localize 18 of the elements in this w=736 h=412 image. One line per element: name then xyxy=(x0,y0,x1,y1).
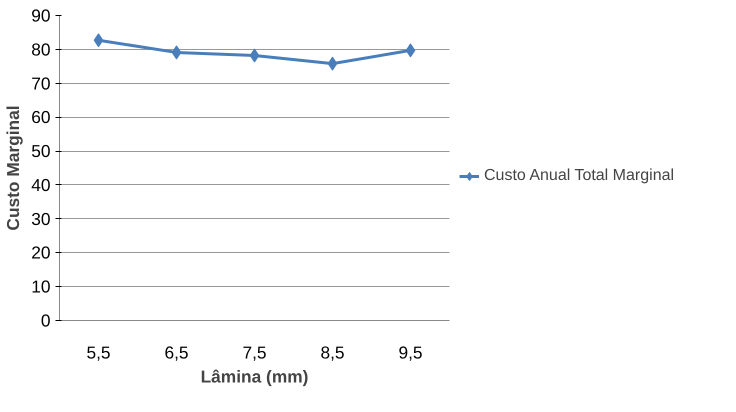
y-tick-label: 90 xyxy=(31,6,51,26)
x-tick-label: 9,5 xyxy=(398,342,423,362)
x-tick-label: 5,5 xyxy=(86,342,111,362)
y-tick-label: 80 xyxy=(31,39,51,60)
y-tick-label: 40 xyxy=(31,174,51,195)
y-tick-label: 10 xyxy=(31,276,51,297)
y-tick-label: 0 xyxy=(40,310,51,330)
y-tick-label: 70 xyxy=(31,73,51,94)
y-tick-label: 50 xyxy=(31,141,51,162)
y-axis-title: Custo Marginal xyxy=(3,105,24,231)
x-tick-label: 8,5 xyxy=(320,342,345,362)
y-tick-label: 20 xyxy=(31,242,51,263)
y-tick-label: 60 xyxy=(31,107,51,128)
x-tick-label: 7,5 xyxy=(242,342,267,362)
y-tick-label: 30 xyxy=(31,208,51,229)
legend-label: Custo Anual Total Marginal xyxy=(484,166,674,184)
x-tick-label: 6,5 xyxy=(164,342,189,362)
x-axis-title: Lâmina (mm) xyxy=(200,366,308,386)
